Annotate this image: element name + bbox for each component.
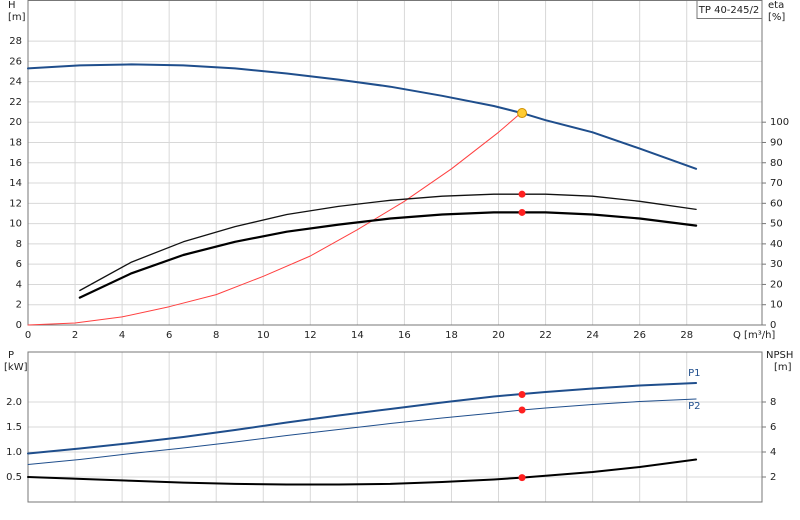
x-tick-label: 12 — [304, 330, 317, 341]
y-tick-label: 24 — [9, 77, 22, 88]
y2-axis-unit: [%] — [768, 12, 785, 23]
operating-point — [517, 108, 528, 119]
y-tick-label: 2 — [16, 300, 22, 311]
x-tick-label: 16 — [398, 330, 411, 341]
legend-label: P1 — [688, 368, 700, 379]
y2-tick-label: 2 — [770, 472, 776, 483]
x-axis-label: Q [m³/h] — [733, 330, 775, 341]
curve — [27, 382, 698, 455]
y-tick-label: 6 — [16, 259, 22, 270]
y2-tick-label: 4 — [770, 447, 776, 458]
y2-tick-label: 100 — [770, 117, 789, 128]
x-tick-label: 24 — [586, 330, 599, 341]
y-tick-label: 22 — [9, 97, 22, 108]
x-tick-label: 22 — [539, 330, 552, 341]
x-tick-label: 10 — [257, 330, 270, 341]
y-tick-label: 4 — [16, 279, 22, 290]
y2-tick-label: 60 — [770, 198, 783, 209]
y-tick-label: 8 — [16, 239, 22, 250]
y-tick-label: 26 — [9, 56, 22, 67]
x-tick-label: 0 — [25, 330, 31, 341]
y-axis-label: P — [8, 350, 14, 361]
y-tick-label: 10 — [9, 219, 22, 230]
y2-tick-label: 10 — [770, 300, 783, 311]
operating-point — [518, 190, 526, 198]
y-axis-unit: [kW] — [4, 362, 28, 373]
y-tick-label: 16 — [9, 158, 22, 169]
x-tick-label: 20 — [492, 330, 505, 341]
x-tick-label: 18 — [445, 330, 458, 341]
y-tick-label: 14 — [9, 178, 22, 189]
y-tick-label: 0.5 — [6, 472, 22, 483]
curve — [27, 458, 698, 486]
y-tick-label: 20 — [9, 117, 22, 128]
legend-label: P2 — [688, 401, 700, 412]
x-tick-label: 2 — [72, 330, 78, 341]
y-tick-label: 18 — [9, 137, 22, 148]
curve — [27, 63, 698, 170]
y2-axis-label: NPSH — [766, 350, 793, 361]
y2-tick-label: 70 — [770, 178, 783, 189]
x-tick-label: 4 — [119, 330, 125, 341]
operating-point — [518, 474, 526, 482]
y2-tick-label: 40 — [770, 239, 783, 250]
operating-point — [518, 406, 526, 414]
y2-tick-label: 80 — [770, 158, 783, 169]
y2-tick-label: 8 — [770, 397, 776, 408]
y2-tick-label: 50 — [770, 219, 783, 230]
curve — [79, 193, 697, 292]
y-tick-label: 1.0 — [6, 447, 22, 458]
y2-axis-unit: [m] — [774, 362, 792, 373]
y-tick-label: 2.0 — [6, 397, 22, 408]
y-axis-label: H — [8, 0, 16, 11]
x-tick-label: 6 — [166, 330, 172, 341]
y2-axis-label: eta — [768, 0, 784, 11]
y-tick-label: 0 — [16, 320, 22, 331]
plot-frame — [27, 351, 763, 503]
y-axis-unit: [m] — [8, 12, 26, 23]
plot-frame — [27, 0, 763, 326]
x-tick-label: 26 — [633, 330, 646, 341]
y-tick-label: 28 — [9, 36, 22, 47]
y2-tick-label: 90 — [770, 137, 783, 148]
x-tick-label: 28 — [680, 330, 693, 341]
y2-tick-label: 30 — [770, 259, 783, 270]
x-tick-label: 14 — [351, 330, 364, 341]
curve — [78, 211, 698, 299]
y-tick-label: 1.5 — [6, 422, 22, 433]
y-tick-label: 12 — [9, 198, 22, 209]
y2-tick-label: 20 — [770, 279, 783, 290]
curve — [27, 398, 697, 465]
operating-point — [518, 208, 526, 216]
curve — [27, 111, 523, 326]
operating-point — [518, 391, 526, 398]
y2-tick-label: 6 — [770, 422, 776, 433]
y2-tick-label: 0 — [770, 320, 776, 331]
model-label: TP 40-245/2 — [698, 5, 759, 16]
x-tick-label: 8 — [213, 330, 219, 341]
